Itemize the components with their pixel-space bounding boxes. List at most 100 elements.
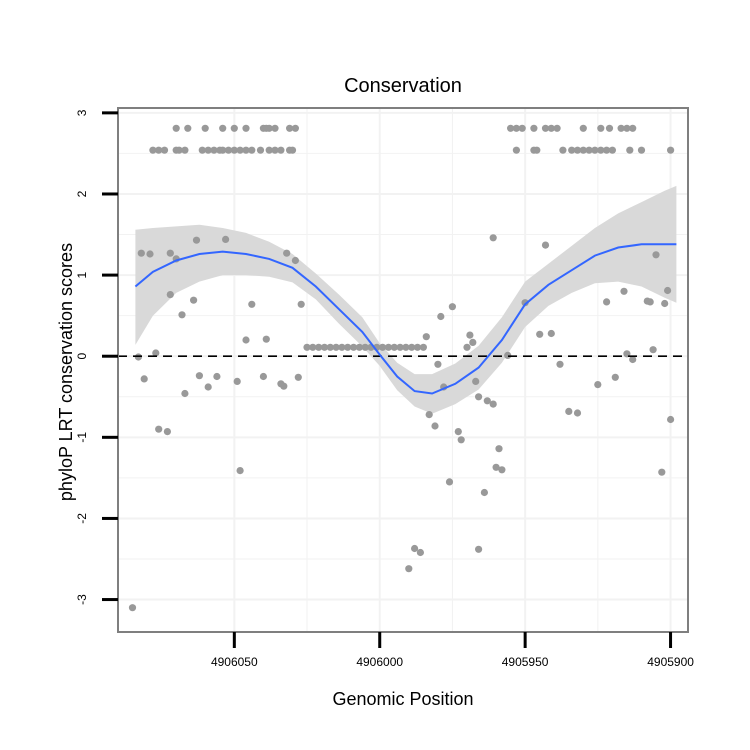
data-point <box>623 124 631 132</box>
data-point <box>320 343 329 351</box>
data-point <box>271 146 279 154</box>
data-point <box>271 124 279 132</box>
data-point <box>166 249 174 257</box>
data-point <box>652 251 660 259</box>
data-point <box>190 296 198 304</box>
data-point <box>533 146 541 154</box>
data-point <box>291 256 299 265</box>
data-point <box>137 249 145 257</box>
data-point <box>204 383 212 391</box>
data-point <box>146 250 154 258</box>
data-point <box>236 146 244 154</box>
data-point <box>629 124 637 132</box>
data-point <box>155 425 163 433</box>
data-point <box>230 124 238 132</box>
data-point <box>416 548 424 557</box>
data-point <box>457 436 465 444</box>
data-point <box>573 146 582 154</box>
smooth-curve <box>134 243 677 395</box>
data-point <box>344 343 352 351</box>
axes: -3 -2 -1 0 1 2 3 4906050 4906000 4905950 4905900 <box>75 109 694 669</box>
data-point <box>579 124 587 132</box>
data-point <box>475 545 483 553</box>
data-point <box>181 389 189 398</box>
y-tick-label: -3 <box>75 594 89 605</box>
data-point <box>236 467 244 475</box>
x-tick-label: 4905900 <box>647 655 694 669</box>
data-point <box>483 397 491 405</box>
data-point <box>411 544 419 553</box>
y-tick-label: 2 <box>75 190 89 197</box>
data-point <box>172 124 180 132</box>
data-point <box>332 343 340 351</box>
data-point <box>541 241 550 249</box>
data-point <box>413 343 422 351</box>
data-point <box>128 604 137 612</box>
data-point <box>603 298 611 306</box>
data-point <box>568 146 576 154</box>
data-point <box>222 235 230 243</box>
data-point <box>637 146 646 154</box>
data-point <box>201 124 209 132</box>
data-points <box>128 124 675 612</box>
data-point <box>178 311 186 319</box>
data-point <box>448 303 456 311</box>
data-point <box>350 343 358 351</box>
data-point <box>489 234 497 242</box>
data-point <box>507 124 515 132</box>
data-point <box>283 249 291 257</box>
data-point <box>361 343 369 351</box>
data-point <box>504 351 512 359</box>
data-point <box>198 146 206 154</box>
data-point <box>512 146 521 154</box>
y-tick-label: 0 <box>75 353 89 360</box>
data-point <box>224 146 233 154</box>
data-point <box>277 146 285 154</box>
data-point <box>204 146 212 154</box>
data-point <box>291 124 299 132</box>
data-point <box>445 478 454 486</box>
data-point <box>233 377 241 385</box>
chart-title: Conservation <box>344 75 462 97</box>
data-point <box>646 298 654 306</box>
data-point <box>219 146 227 154</box>
data-point <box>518 124 526 132</box>
data-point <box>547 124 555 132</box>
data-point <box>556 360 564 368</box>
data-point <box>463 343 471 351</box>
y-tick-label: -1 <box>75 432 89 443</box>
data-point <box>419 343 427 351</box>
data-point <box>603 146 611 154</box>
data-point <box>597 124 605 132</box>
data-point <box>309 343 317 351</box>
data-point <box>489 400 497 408</box>
data-point <box>294 373 302 381</box>
data-point <box>611 373 619 381</box>
data-point <box>512 124 521 132</box>
data-point <box>469 338 477 346</box>
data-point <box>466 331 474 339</box>
data-point <box>495 445 503 453</box>
data-point <box>536 330 544 338</box>
plot-border <box>117 107 689 633</box>
y-tick-label: 1 <box>75 271 89 278</box>
data-point <box>219 124 227 132</box>
data-point <box>658 468 666 476</box>
data-point <box>248 300 256 308</box>
data-point <box>384 343 393 351</box>
data-point <box>472 377 480 385</box>
data-point <box>149 146 157 154</box>
data-point <box>355 343 363 351</box>
data-point <box>541 124 550 132</box>
data-point <box>163 428 171 436</box>
data-point <box>338 343 346 351</box>
data-point <box>629 355 637 364</box>
data-point <box>195 372 203 380</box>
data-point <box>661 299 669 308</box>
confidence-ribbon <box>135 185 677 414</box>
data-point <box>437 312 445 321</box>
data-point <box>454 428 462 436</box>
data-point <box>547 329 555 338</box>
data-point <box>605 124 614 132</box>
